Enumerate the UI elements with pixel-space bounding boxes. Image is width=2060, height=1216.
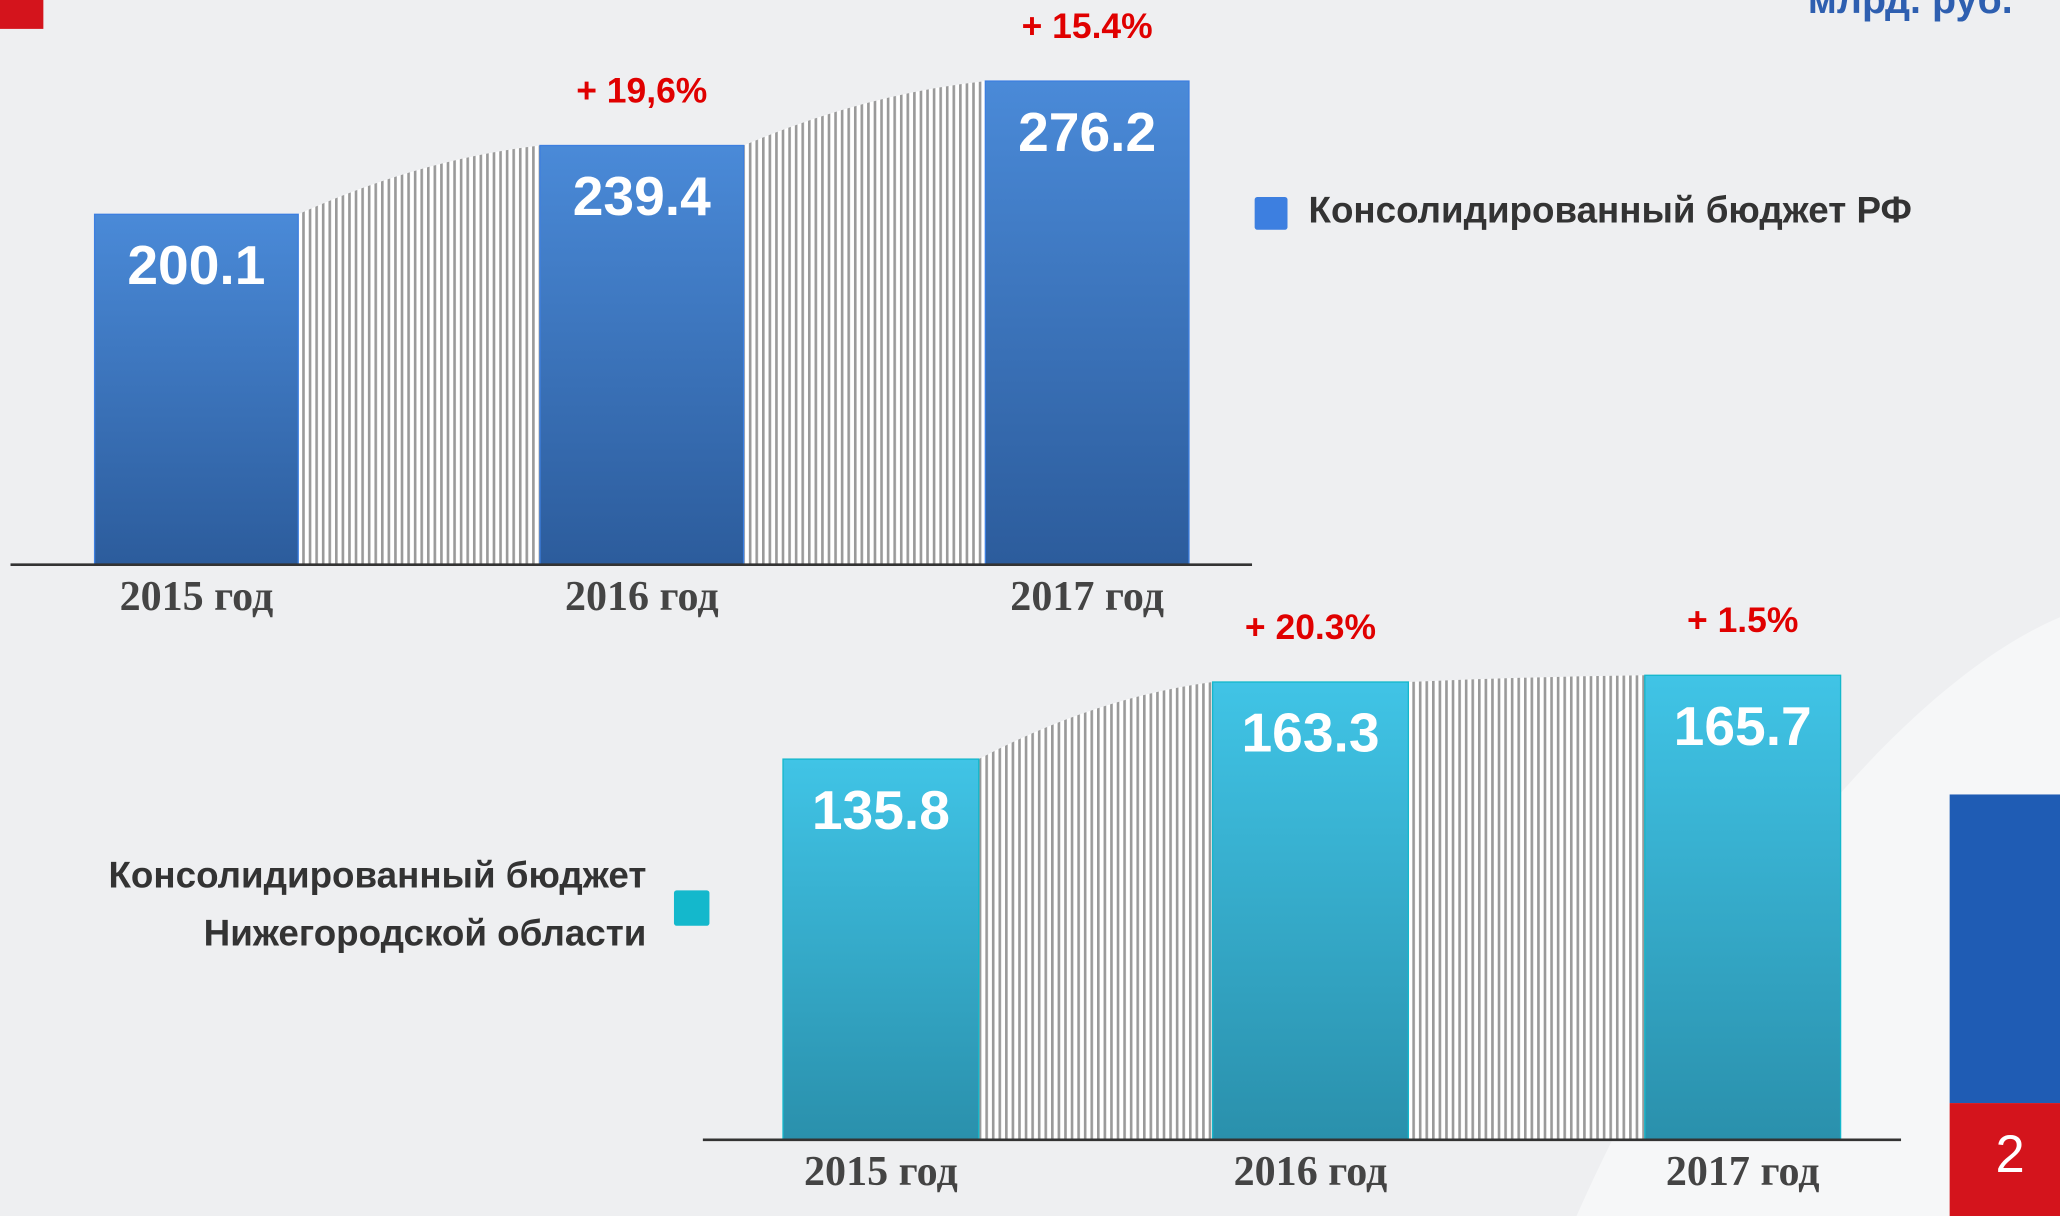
growth-annotation: + 20.3% — [1245, 607, 1376, 647]
growth-connector — [978, 682, 1213, 1140]
value-label: 135.8 — [812, 779, 950, 841]
bar — [93, 213, 299, 566]
bar — [782, 758, 980, 1141]
value-label: 165.7 — [1674, 695, 1812, 757]
page-number: 2 — [1995, 1125, 2024, 1184]
growth-annotation: + 15.4% — [1022, 6, 1153, 46]
legend-label: Консолидированный бюджет Нижегородской о… — [108, 854, 647, 954]
growth-annotation: + 1.5% — [1687, 600, 1798, 640]
bar — [984, 80, 1190, 566]
value-label: 276.2 — [1018, 101, 1156, 163]
x-tick-label: 2017 год — [1666, 1149, 1820, 1195]
legend-swatch — [673, 890, 710, 926]
page-number-box — [1949, 1103, 2060, 1216]
legend-swatch — [1254, 196, 1288, 230]
bar — [1211, 681, 1410, 1141]
growth-connector — [1408, 675, 1645, 1140]
side-band — [1949, 794, 2060, 1104]
growth-connector — [298, 145, 540, 565]
x-tick-label: 2015 год — [804, 1149, 958, 1195]
x-tick-label: 2016 год — [565, 574, 719, 620]
value-label: 239.4 — [573, 165, 711, 227]
growth-connector — [743, 81, 986, 565]
unit-label: млрд. руб. — [1808, 0, 2013, 22]
bar — [539, 144, 745, 566]
value-label: 163.3 — [1241, 702, 1379, 764]
x-tick-label: 2015 год — [120, 574, 274, 620]
legend-label: Консолидированный бюджет РФ — [1309, 189, 1912, 230]
legend-box: Консолидированный бюджет Нижегородской о… — [108, 854, 647, 954]
x-tick-label: 2017 год — [1010, 574, 1164, 620]
value-label: 200.1 — [127, 234, 265, 296]
bar — [1644, 674, 1842, 1141]
growth-annotation: + 19,6% — [576, 70, 707, 110]
x-tick-label: 2016 год — [1234, 1149, 1388, 1195]
corner-mark — [0, 0, 44, 29]
